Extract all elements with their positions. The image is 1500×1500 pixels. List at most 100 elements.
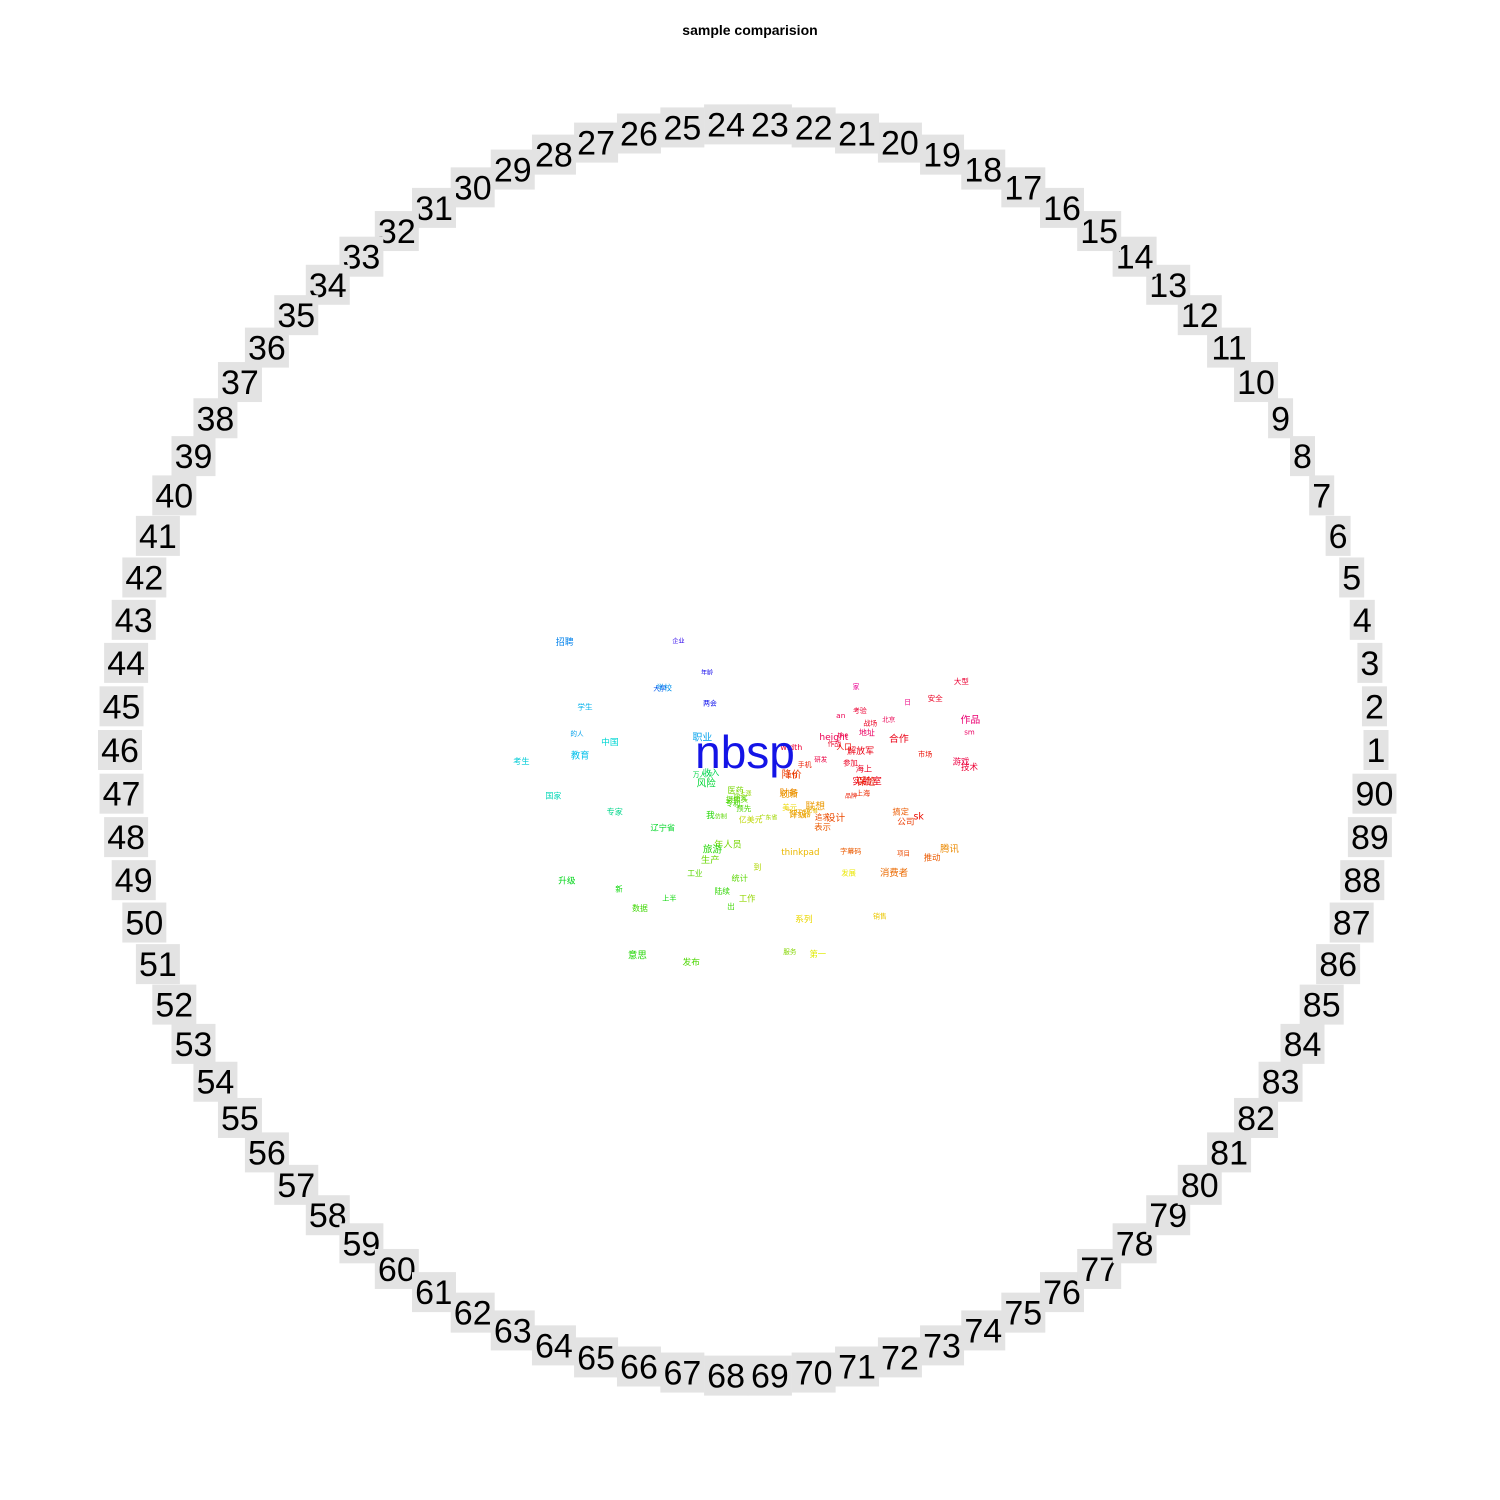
ring-label-text: 77 xyxy=(1080,1251,1118,1289)
ring-label-61: 61 xyxy=(412,1272,456,1313)
ring-label-background xyxy=(574,1337,619,1378)
cloud-word: 出 xyxy=(727,901,735,911)
cloud-word: 字幕码 xyxy=(840,846,861,855)
ring-label-38: 38 xyxy=(193,398,238,439)
cloud-word: 发展 xyxy=(841,868,856,877)
ring-label-background xyxy=(104,817,149,858)
ring-label-text: 84 xyxy=(1284,1026,1322,1064)
ring-label-background xyxy=(152,984,197,1025)
ring-label-59: 59 xyxy=(339,1223,384,1264)
ring-label-29: 29 xyxy=(490,149,535,190)
ring-label-background xyxy=(450,167,495,208)
ring-label-text: 75 xyxy=(1004,1295,1042,1333)
ring-label-67: 67 xyxy=(660,1352,705,1393)
ring-label-73: 73 xyxy=(920,1325,965,1366)
ring-label-text: 14 xyxy=(1116,239,1154,277)
ring-label-69: 69 xyxy=(747,1355,792,1396)
ring-label-16: 16 xyxy=(1040,187,1084,228)
ring-label-22: 22 xyxy=(791,107,836,148)
ring-label-text: 83 xyxy=(1262,1064,1300,1102)
ring-label-14: 14 xyxy=(1112,236,1157,277)
ring-label-text: 39 xyxy=(175,438,213,476)
cloud-word: 服务 xyxy=(783,947,797,956)
ring-label-background xyxy=(1258,1061,1303,1102)
ring-label-text: 89 xyxy=(1351,819,1389,857)
ring-label-text: 9 xyxy=(1271,400,1290,438)
cloud-word: 生产 xyxy=(701,854,720,866)
cloud-word: 销售 xyxy=(873,911,887,920)
ring-label-text: 28 xyxy=(535,137,573,175)
cloud-word: 设计 xyxy=(826,811,846,824)
ring-label-9: 9 xyxy=(1268,398,1294,439)
cloud-word: 家 xyxy=(853,682,860,691)
cloud-word: 的人 xyxy=(570,729,584,738)
ring-label-text: 63 xyxy=(494,1312,532,1350)
cloud-word: 支付 xyxy=(786,772,798,780)
ring-label-text: 27 xyxy=(577,125,615,163)
ring-label-text: 43 xyxy=(115,602,153,640)
ring-label-21: 21 xyxy=(835,113,880,154)
ring-label-text: 40 xyxy=(155,477,193,515)
cloud-word: 消费者 xyxy=(880,867,908,879)
ring-label-text: 50 xyxy=(125,905,163,943)
ring-label-text: 69 xyxy=(751,1358,789,1396)
ring-label-background xyxy=(1340,860,1385,901)
ring-label-text: 6 xyxy=(1329,518,1348,556)
ring-label-3: 3 xyxy=(1357,642,1383,683)
ring-label-background xyxy=(791,1352,836,1393)
ring-label-55: 55 xyxy=(217,1097,262,1138)
ring-label-background xyxy=(616,113,661,154)
ring-label-background xyxy=(1299,984,1344,1025)
ring-label-19: 19 xyxy=(920,134,965,175)
ring-label-28: 28 xyxy=(531,134,576,175)
ring-label-background xyxy=(1349,599,1375,640)
ring-label-64: 64 xyxy=(531,1325,576,1366)
ring-label-17: 17 xyxy=(1001,167,1046,208)
ring-label-text: 8 xyxy=(1293,438,1312,476)
ring-label-27: 27 xyxy=(574,122,619,163)
cloud-word: 仿制 xyxy=(715,813,727,821)
cloud-word: 北京 xyxy=(882,715,896,724)
ring-label-background xyxy=(616,1346,661,1387)
cloud-word: 评级 xyxy=(789,809,807,821)
cloud-word: 创新 xyxy=(781,788,799,800)
ring-label-background xyxy=(877,122,922,163)
ring-label-text: 20 xyxy=(881,125,919,163)
ring-label-text: 59 xyxy=(342,1225,380,1263)
ring-label-text: 48 xyxy=(107,819,145,857)
cloud-word: 上半 xyxy=(662,893,676,902)
ring-label-24: 24 xyxy=(704,104,749,145)
ring-label-background xyxy=(531,1325,576,1366)
cloud-word: 数据 xyxy=(632,903,648,913)
cloud-word: 合作 xyxy=(889,732,909,745)
ring-label-71: 71 xyxy=(835,1346,880,1387)
ring-label-background xyxy=(1280,1023,1325,1064)
cloud-word: 发布 xyxy=(683,956,701,968)
ring-label-background xyxy=(835,1346,880,1387)
cloud-word: 飞行器 xyxy=(785,809,811,820)
ring-label-text: 85 xyxy=(1303,987,1341,1025)
ring-label-text: 49 xyxy=(115,862,153,900)
ring-label-text: 18 xyxy=(964,152,1002,190)
cloud-word: 工作 xyxy=(739,893,756,903)
cloud-word: 收入 xyxy=(703,768,720,778)
ring-label-18: 18 xyxy=(961,149,1006,190)
ring-label-66: 66 xyxy=(616,1346,661,1387)
ring-label-83: 83 xyxy=(1258,1061,1303,1102)
cloud-word: 研发 xyxy=(814,754,828,763)
ring-label-text: 74 xyxy=(964,1312,1002,1350)
ring-label-1: 1 xyxy=(1363,730,1389,770)
cloud-word: 企业 xyxy=(672,637,684,645)
ring-label-background xyxy=(122,902,167,943)
ring-label-background xyxy=(920,1325,965,1366)
ring-label-text: 73 xyxy=(923,1327,961,1365)
ring-label-53: 53 xyxy=(171,1023,216,1064)
ring-label-background xyxy=(961,149,1006,190)
cloud-word: 中国 xyxy=(601,736,619,748)
cloud-word: 统计 xyxy=(732,873,748,883)
cloud-word: 系列 xyxy=(795,913,813,925)
ring-label-text: 24 xyxy=(707,106,745,144)
ring-label-41: 41 xyxy=(135,515,180,556)
ring-label-text: 5 xyxy=(1342,559,1361,597)
ring-label-36: 36 xyxy=(244,327,289,368)
